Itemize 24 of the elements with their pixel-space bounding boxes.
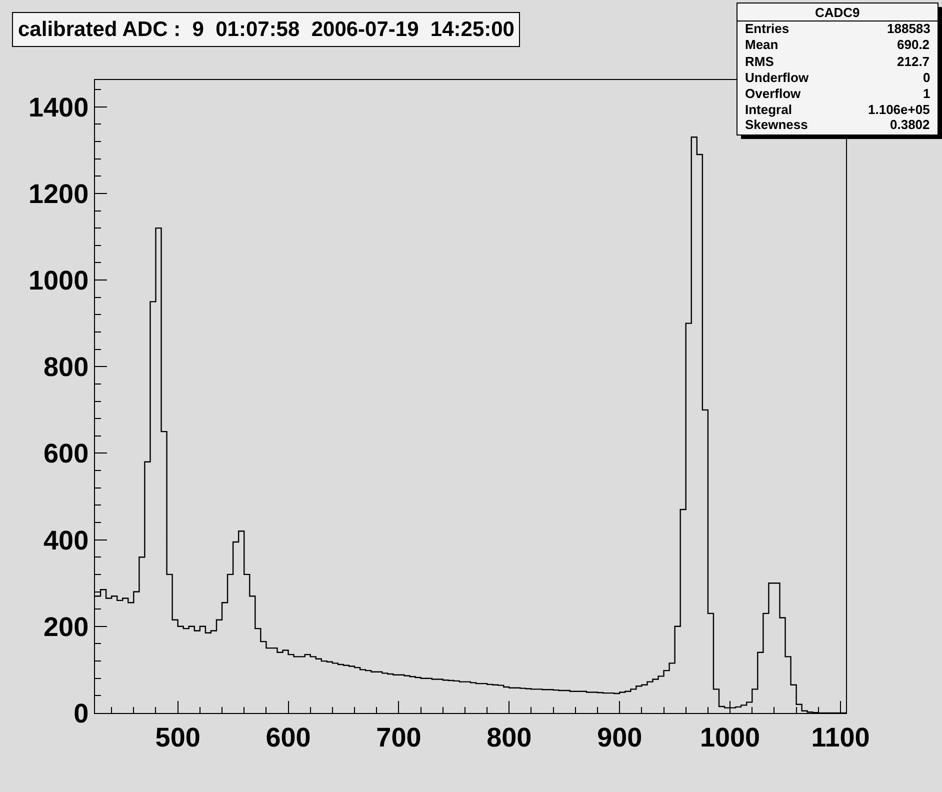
- text: Entries 188583: [745, 21, 930, 36]
- x-tick-label: 1100: [811, 722, 870, 752]
- y-tick-label: 1000: [28, 265, 89, 296]
- x-tick-label: 800: [486, 722, 532, 752]
- x-tick-label: 1000: [700, 722, 760, 752]
- text: CADC9: [815, 5, 860, 20]
- text: Overflow 1: [745, 86, 930, 101]
- x-tick-label: 500: [155, 722, 200, 752]
- x-tick-label: 900: [597, 722, 642, 752]
- y-tick-label: 600: [44, 438, 89, 469]
- y-tick-label: 0: [74, 698, 89, 728]
- y-tick-label: 1200: [28, 178, 89, 209]
- x-tick-label: 600: [266, 722, 311, 752]
- x-tick-label: 700: [376, 722, 422, 752]
- text: Integral 1.106e+05: [745, 102, 930, 117]
- y-tick-label: 1400: [28, 92, 89, 122]
- y-tick-label: 200: [44, 612, 89, 642]
- y-tick-label: 800: [44, 352, 89, 382]
- text: Skewness 0.3802: [745, 117, 930, 132]
- text: Mean 690.2: [745, 37, 930, 52]
- text: RMS 212.7: [745, 54, 930, 69]
- y-tick-label: 400: [44, 525, 89, 556]
- text: Underflow 0: [745, 70, 930, 85]
- chart-title: calibrated ADC : 9 01:07:58 2006-07-19 14:25:00: [18, 18, 514, 41]
